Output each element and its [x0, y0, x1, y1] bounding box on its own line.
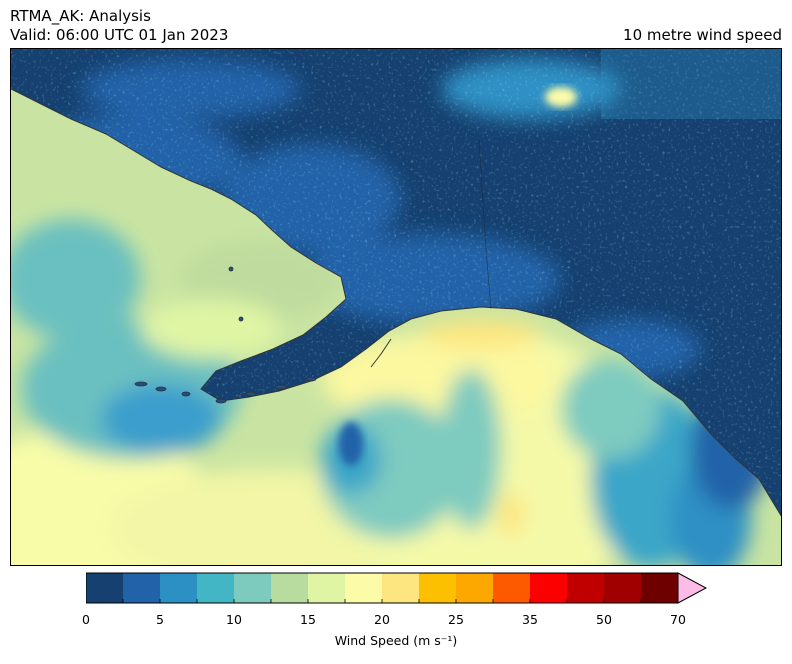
title-line-2: Valid: 06:00 UTC 01 Jan 2023: [10, 26, 229, 44]
plot-title: RTMA_AK: Analysis Valid: 06:00 UTC 01 Ja…: [10, 7, 228, 45]
colorbar-segment: [493, 573, 531, 603]
colorbar-segment: [160, 573, 198, 603]
colorbar-segment: [456, 573, 494, 603]
peninsula-coast: [370, 338, 392, 368]
colorbar-segment: [308, 573, 346, 603]
colorbar: [86, 572, 708, 604]
colorbar-segment: [234, 573, 272, 603]
title-line-1: RTMA_AK: Analysis: [10, 7, 151, 25]
colorbar-tick-label: 25: [448, 612, 464, 627]
colorbar-tick-label: 0: [82, 612, 90, 627]
colorbar-tick-label: 50: [596, 612, 612, 627]
colorbar-segment: [86, 573, 124, 603]
field-name: 10 metre wind speed: [623, 26, 782, 44]
colorbar-segment: [641, 573, 679, 603]
wind-speed-map: [10, 48, 782, 566]
colorbar-tick-label: 70: [670, 612, 686, 627]
colorbar-tick-label: 15: [300, 612, 316, 627]
colorbar-extend-arrow: [677, 572, 708, 604]
border-line: [478, 138, 492, 310]
colorbar-ticks: [86, 599, 679, 603]
colorbar-segment: [271, 573, 309, 603]
low-wind-eddy: [339, 422, 363, 466]
aleutian-islands: [134, 266, 317, 404]
colorbar-tick-label: 35: [522, 612, 538, 627]
colorbar-segment: [197, 573, 235, 603]
colorbar-tick-label: 20: [374, 612, 390, 627]
map-canvas: [11, 49, 781, 565]
colorbar-segment: [530, 573, 568, 603]
arctic-sea: [601, 49, 781, 119]
colorbar-segment: [382, 573, 420, 603]
coastline: [11, 88, 781, 517]
colorbar-tick-label: 10: [226, 612, 242, 627]
colorbar-segments: [86, 572, 708, 604]
colorbar-segment: [345, 573, 383, 603]
colorbar-segment: [567, 573, 605, 603]
colorbar-tick-label: 5: [156, 612, 164, 627]
colorbar-segment: [123, 573, 161, 603]
colorbar-segment: [419, 573, 457, 603]
colorbar-label: Wind Speed (m s⁻¹): [334, 633, 458, 648]
colorbar-segment: [604, 573, 642, 603]
